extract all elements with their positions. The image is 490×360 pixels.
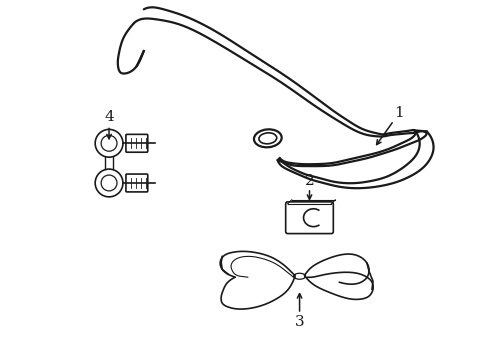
Text: 3: 3 (295, 315, 304, 329)
Text: 4: 4 (104, 111, 114, 125)
Text: 2: 2 (305, 174, 315, 188)
Text: 1: 1 (394, 105, 404, 120)
